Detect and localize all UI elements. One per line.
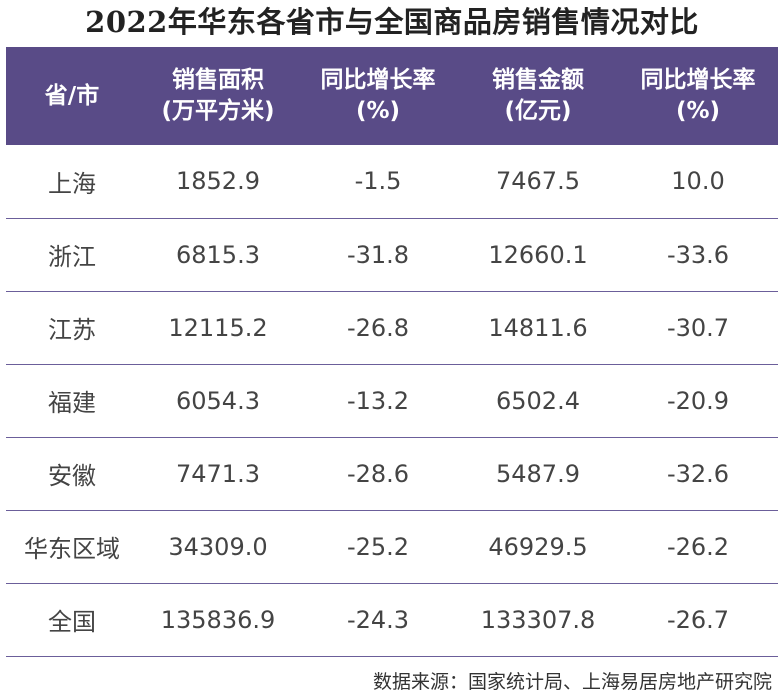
page-title: 2022年华东各省市与全国商品房销售情况对比 [85,5,699,39]
column-header-amount-yoy: 同比增长率 (%) [618,47,778,145]
cell-area-yoy: -1.5 [298,145,458,219]
cell-province: 安徽 [6,437,138,511]
cell-sales-area: 6815.3 [138,218,298,292]
cell-amount-yoy: -30.7 [618,291,778,365]
column-header-sales-area: 销售面积 (万平方米) [138,47,298,145]
column-header-line1: 同比增长率 [640,67,756,93]
cell-area-yoy: -26.8 [298,291,458,365]
cell-amount-yoy: -26.7 [618,583,778,657]
sales-comparison-table: 省/市 销售面积 (万平方米) 同比增长率 (%) 销售金额 (亿元) 同比增长… [6,47,778,657]
cell-sales-amount: 12660.1 [458,218,618,292]
cell-sales-area: 1852.9 [138,145,298,219]
cell-province: 江苏 [6,291,138,365]
cell-area-yoy: -13.2 [298,364,458,438]
cell-area-yoy: -28.6 [298,437,458,511]
column-header-line1: 销售面积 [172,67,264,93]
table-row: 安徽 7471.3 -28.6 5487.9 -32.6 [6,437,778,511]
cell-sales-area: 7471.3 [138,437,298,511]
cell-amount-yoy: 10.0 [618,145,778,219]
table-row: 福建 6054.3 -13.2 6502.4 -20.9 [6,364,778,438]
column-header-province: 省/市 [6,47,138,145]
data-source-note: 数据来源：国家统计局、上海易居房地产研究院 [372,671,772,693]
cell-amount-yoy: -26.2 [618,510,778,584]
cell-sales-area: 6054.3 [138,364,298,438]
column-header-line2: (%) [355,98,401,124]
cell-sales-amount: 14811.6 [458,291,618,365]
cell-sales-amount: 7467.5 [458,145,618,219]
cell-sales-amount: 46929.5 [458,510,618,584]
column-header-line2: (亿元) [504,98,572,124]
column-header-line1: 省/市 [44,82,100,109]
cell-province: 浙江 [6,218,138,292]
cell-sales-amount: 133307.8 [458,583,618,657]
table-row: 江苏 12115.2 -26.8 14811.6 -30.7 [6,291,778,365]
cell-sales-amount: 6502.4 [458,364,618,438]
column-header-line2: (%) [675,98,721,124]
cell-sales-area: 12115.2 [138,291,298,365]
cell-sales-area: 34309.0 [138,510,298,584]
cell-sales-amount: 5487.9 [458,437,618,511]
cell-province: 上海 [6,145,138,219]
cell-amount-yoy: -20.9 [618,364,778,438]
cell-province: 福建 [6,364,138,438]
table-row: 全国 135836.9 -24.3 133307.8 -26.7 [6,583,778,657]
table-header-row: 省/市 销售面积 (万平方米) 同比增长率 (%) 销售金额 (亿元) 同比增长… [6,47,778,145]
cell-province: 全国 [6,583,138,657]
cell-area-yoy: -25.2 [298,510,458,584]
table-row: 浙江 6815.3 -31.8 12660.1 -33.6 [6,218,778,292]
cell-area-yoy: -31.8 [298,218,458,292]
cell-sales-area: 135836.9 [138,583,298,657]
table-row: 上海 1852.9 -1.5 7467.5 10.0 [6,145,778,219]
cell-amount-yoy: -32.6 [618,437,778,511]
cell-area-yoy: -24.3 [298,583,458,657]
cell-province: 华东区域 [6,510,138,584]
column-header-area-yoy: 同比增长率 (%) [298,47,458,145]
table-row: 华东区域 34309.0 -25.2 46929.5 -26.2 [6,510,778,584]
cell-amount-yoy: -33.6 [618,218,778,292]
column-header-line2: (万平方米) [161,98,275,124]
column-header-sales-amount: 销售金额 (亿元) [458,47,618,145]
column-header-line1: 同比增长率 [320,67,436,93]
column-header-line1: 销售金额 [492,67,584,93]
